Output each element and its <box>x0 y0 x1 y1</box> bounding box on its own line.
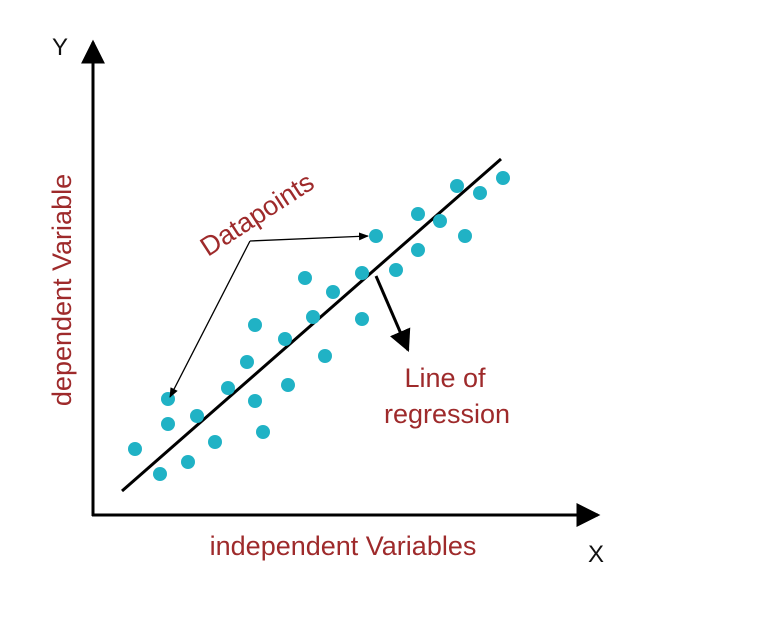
dot <box>318 349 332 363</box>
dot <box>208 435 222 449</box>
datapoints <box>128 171 510 481</box>
x-axis-letter: X <box>588 541 604 568</box>
dot <box>281 378 295 392</box>
dot <box>128 442 142 456</box>
dot <box>450 179 464 193</box>
dot <box>306 310 320 324</box>
dot <box>190 409 204 423</box>
dot <box>473 186 487 200</box>
dot <box>181 455 195 469</box>
dot <box>240 355 254 369</box>
y-axis-title: dependent Variable <box>47 174 77 406</box>
callout-arrow <box>169 240 251 398</box>
callout-arrow <box>249 232 369 242</box>
dot <box>369 229 383 243</box>
dot <box>411 243 425 257</box>
dot <box>389 263 403 277</box>
regression-label: Line of <box>404 363 486 393</box>
dot <box>153 467 167 481</box>
x-axis-title: independent Variables <box>210 531 477 561</box>
dot <box>298 271 312 285</box>
regression-arrow <box>374 275 411 353</box>
dot <box>278 332 292 346</box>
regression-label: regression <box>384 399 510 429</box>
dot <box>326 285 340 299</box>
dot <box>256 425 270 439</box>
dot <box>496 171 510 185</box>
dot <box>248 394 262 408</box>
dot <box>355 266 369 280</box>
dot <box>458 229 472 243</box>
dot <box>248 318 262 332</box>
y-axis-letter: Y <box>52 34 68 61</box>
datapoints-label: Datapoints <box>195 167 320 262</box>
regression-line <box>121 157 502 493</box>
dot <box>161 417 175 431</box>
dot <box>355 312 369 326</box>
dot <box>161 392 175 406</box>
dot <box>411 207 425 221</box>
dot <box>221 381 235 395</box>
dot <box>433 214 447 228</box>
